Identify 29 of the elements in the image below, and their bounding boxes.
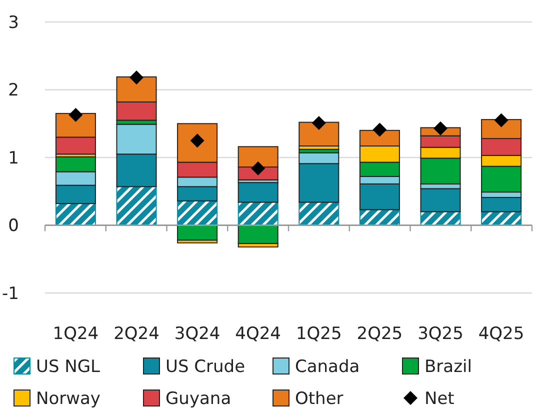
y-tick-label: -1 — [2, 284, 19, 304]
legend-label: US NGL — [36, 356, 101, 377]
point — [130, 70, 144, 85]
point — [251, 161, 266, 176]
point — [434, 121, 448, 136]
y-tick-label: 1 — [8, 148, 19, 168]
point — [494, 113, 508, 128]
y-tick-label: 3 — [8, 12, 19, 33]
x-tick-label: 4Q25 — [478, 324, 524, 344]
y-tick-label: 0 — [8, 216, 19, 236]
x-tick-label: 2Q25 — [356, 324, 403, 344]
legend-label: Canada — [295, 356, 360, 377]
x-tick-label: 4Q24 — [235, 324, 282, 344]
bar — [298, 122, 340, 146]
y-tick-label: 2 — [8, 80, 19, 101]
legend-label: Other — [295, 388, 344, 409]
x-tick-label: 3Q25 — [418, 324, 464, 344]
legend-label: Norway — [36, 388, 100, 409]
x-tick-label: 2Q24 — [114, 324, 160, 344]
x-tick-label: 1Q25 — [296, 324, 342, 344]
legend-label: Guyana — [166, 388, 232, 409]
point — [312, 116, 326, 130]
point — [372, 122, 387, 137]
legend-label: US Crude — [166, 356, 246, 377]
x-tick-label: 3Q24 — [174, 324, 220, 344]
x-tick-label: 1Q24 — [52, 324, 99, 344]
legend-label: Brazil — [424, 356, 472, 377]
point — [68, 108, 83, 122]
legend-label: Net — [424, 388, 455, 409]
